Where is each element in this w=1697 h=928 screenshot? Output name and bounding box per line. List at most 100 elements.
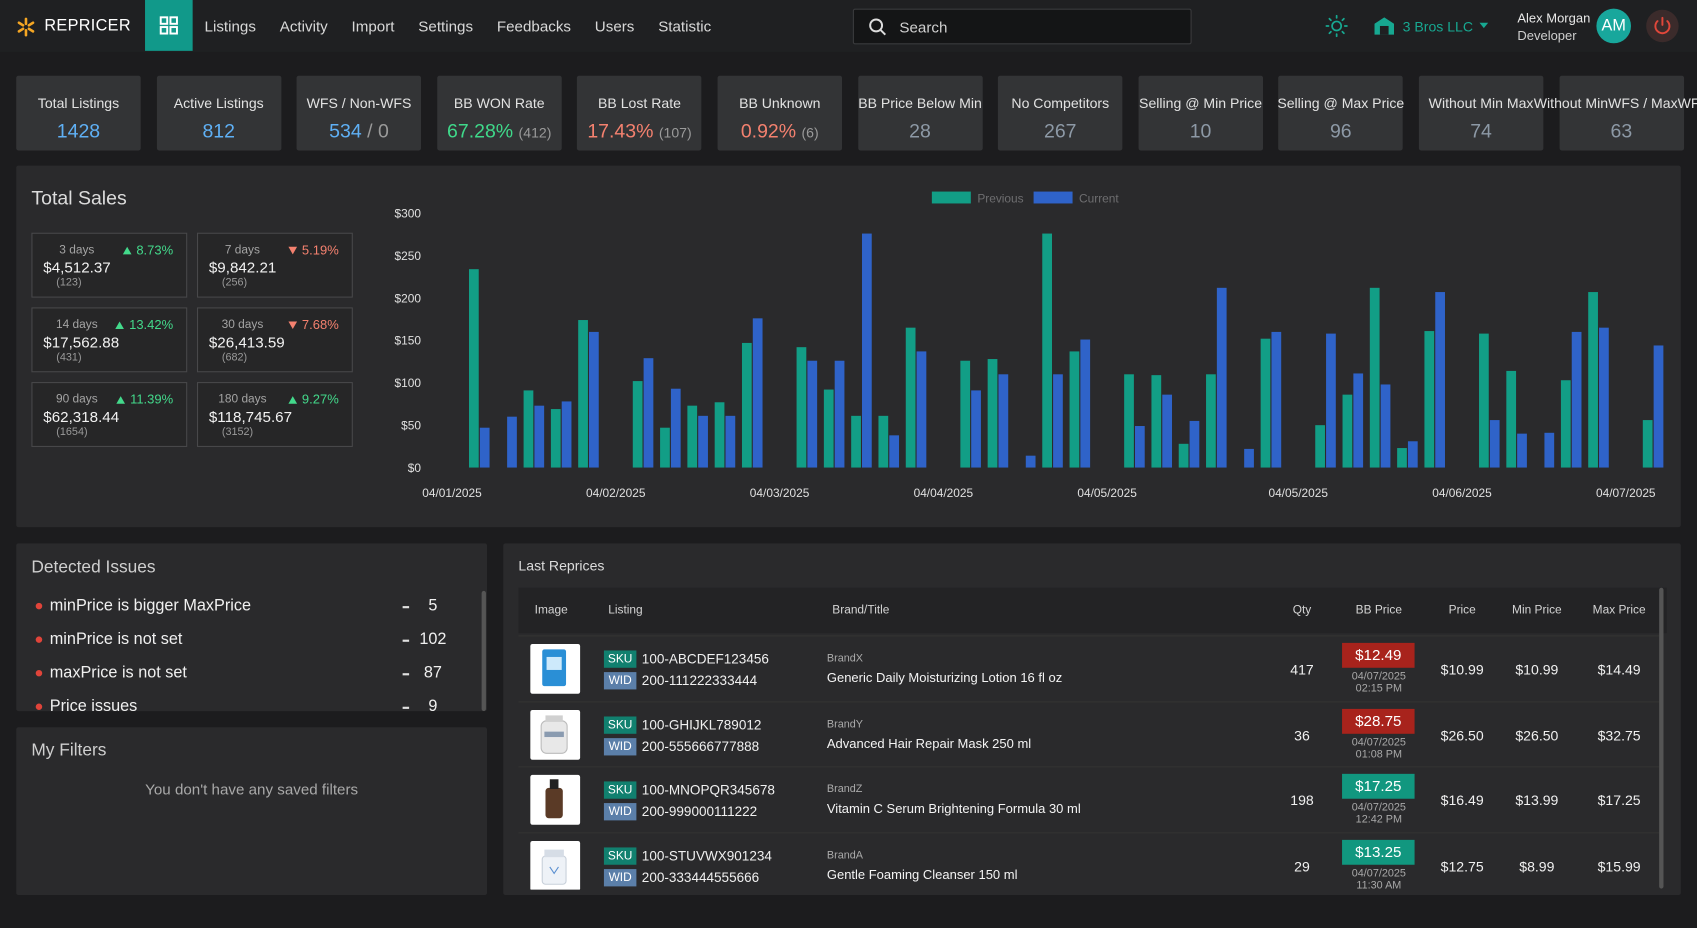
kpi-card[interactable]: No Competitors 267 — [998, 75, 1123, 151]
table-row[interactable]: SKU 100-GHIJKL789012 WID 200-555666777888 Br… — [518, 700, 1660, 767]
sales-period-card[interactable]: 180 days 9.27% $118,745.67 (3152) — [196, 382, 353, 447]
kpi-label-box: Active Listings — [161, 86, 277, 121]
kpi-value-row: 17.43% (107) — [577, 120, 701, 142]
period-amount: $9,842.21 — [208, 258, 277, 276]
period-amount: $4,512.37 — [43, 258, 111, 276]
column-header: Image — [534, 603, 568, 617]
kpi-card[interactable]: BB Unknown 0.92% (6) — [717, 75, 842, 151]
kpi-separator: / — [367, 120, 373, 142]
bb-time: 12:42 PM — [1355, 813, 1403, 826]
bar — [1560, 380, 1571, 468]
kpi-label-box: BB Price Below Min — [858, 86, 982, 121]
scrollbar[interactable] — [481, 590, 486, 712]
kpi-label: BB Lost Rate — [598, 94, 681, 111]
kpi-label-box: BB Unknown — [722, 86, 838, 121]
y-tick-label: $50 — [401, 418, 421, 432]
kpi-value: 1428 — [56, 120, 101, 142]
nav-item[interactable]: Settings — [418, 17, 474, 35]
scrollbar[interactable] — [1659, 587, 1664, 889]
nav-item[interactable]: Import — [351, 17, 395, 35]
wid: 200-999000111222 — [641, 804, 758, 820]
bar — [1599, 327, 1609, 468]
issue-row[interactable]: minPrice is not set 102 — [16, 628, 471, 662]
issue-dash — [402, 673, 410, 675]
product-image — [530, 840, 581, 890]
dashboard-button[interactable] — [145, 0, 193, 51]
issue-row[interactable]: maxPrice is not set 87 — [16, 661, 471, 695]
product-title: Vitamin C Serum Brightening Formula 30 m… — [826, 800, 1081, 817]
bb-date: 04/07/2025 — [1351, 736, 1406, 749]
bar — [905, 327, 916, 468]
period-change: 11.39% — [130, 391, 174, 407]
brand: BrandA — [826, 849, 863, 861]
legend-label: Current — [1079, 191, 1119, 205]
kpi-label-box: WFS / Non-WFS — [301, 86, 417, 121]
period-change: 9.27% — [301, 391, 339, 407]
kpi-value-row: 10 — [1138, 120, 1262, 142]
kpi-card[interactable]: Active Listings 812 — [156, 75, 281, 151]
product-image — [530, 709, 581, 760]
search-box[interactable]: Search — [852, 8, 1192, 45]
table-row[interactable]: SKU 100-MNOPQR345678 WID 200-999000111222 Br… — [518, 766, 1660, 832]
user-avatar[interactable]: AM — [1596, 8, 1632, 44]
kpi-card[interactable]: Without Min Max 74 — [1418, 75, 1544, 151]
panel-title: Total Sales — [31, 187, 127, 209]
sales-period-card[interactable]: 7 days 5.19% $9,842.21 (256) — [196, 232, 353, 298]
bar — [468, 269, 479, 468]
trend-up-icon — [115, 320, 125, 329]
issue-count: 5 — [428, 596, 438, 615]
nav-item[interactable]: Listings — [204, 17, 256, 35]
bar — [670, 388, 681, 468]
table-row[interactable]: SKU 100-ABCDEF123456 WID 200-111222333444 Br… — [518, 635, 1660, 701]
logout-button[interactable] — [1646, 9, 1679, 43]
sku: 100-STUVWX901234 — [641, 847, 772, 864]
table-row[interactable]: SKU 100-STUVWX901234 WID 200-333444555666 Br… — [518, 831, 1660, 890]
nav-menu: Listings Activity Import Settings Feedbacks U… — [205, 17, 712, 34]
sales-period-card[interactable]: 30 days 7.68% $26,413.59 (682) — [196, 307, 353, 373]
nav-item[interactable]: Feedbacks — [496, 17, 571, 35]
issue-row[interactable]: minPrice is bigger MaxPrice 5 — [16, 594, 471, 628]
kpi-label: Total Listings — [37, 94, 120, 111]
user-name: Alex Morgan — [1517, 10, 1591, 26]
table-header — [518, 587, 1667, 634]
sales-period-card[interactable]: 90 days 11.39% $62,318.44 (1654) — [31, 382, 188, 447]
price: $26.50 — [1440, 726, 1484, 743]
kpi-card[interactable]: WFS / Non-WFS 534/0 — [296, 75, 422, 151]
wid: 200-111222333444 — [641, 673, 758, 689]
kpi-card[interactable]: Selling @ Min Price 10 — [1138, 75, 1263, 151]
bar — [851, 415, 861, 468]
issue-label: minPrice is bigger MaxPrice — [49, 596, 251, 615]
kpi-value: 63 — [1610, 120, 1633, 142]
price: $10.99 — [1440, 661, 1484, 678]
x-tick-label: 04/02/2025 — [586, 486, 646, 500]
theme-toggle[interactable] — [1325, 14, 1349, 38]
kpi-card[interactable]: Without MinWFS / MaxWFS 63 — [1534, 75, 1697, 151]
nav-item[interactable]: Users — [594, 17, 635, 35]
issue-row[interactable]: Price issues 9 — [16, 695, 471, 711]
kpi-card[interactable]: Selling @ Max Price 96 — [1277, 75, 1404, 151]
nav-item[interactable]: Activity — [279, 17, 328, 35]
bar — [1080, 339, 1091, 468]
kpi-card[interactable]: Total Listings 1428 — [16, 75, 141, 151]
issue-dash — [402, 639, 410, 642]
issue-bullet — [35, 636, 43, 643]
period-amount: $17,562.88 — [43, 333, 120, 351]
sales-period-card[interactable]: 14 days 13.42% $17,562.88 (431) — [31, 307, 188, 373]
issue-count: 102 — [419, 629, 447, 649]
kpi-card[interactable]: BB Price Below Min 28 — [857, 75, 983, 151]
y-tick-label: $200 — [395, 291, 422, 305]
period-label: 90 days — [55, 392, 98, 406]
bar — [1588, 292, 1598, 468]
bar — [534, 405, 545, 468]
trend-arrow — [288, 395, 298, 404]
bar — [1544, 432, 1555, 468]
kpi-card[interactable]: BB WON Rate 67.28% (412) — [437, 75, 562, 151]
sales-period-card[interactable]: 3 days 8.73% $4,512.37 (123) — [31, 232, 188, 298]
x-tick-label: 04/07/2025 — [1596, 486, 1656, 500]
power-icon — [1654, 16, 1671, 35]
panel-title: Last Reprices — [518, 557, 605, 574]
nav-item[interactable]: Statistic — [658, 17, 712, 35]
kpi-card[interactable]: BB Lost Rate 17.43% (107) — [577, 75, 702, 151]
company-selector[interactable]: 3 Bros LLC — [1402, 18, 1474, 35]
